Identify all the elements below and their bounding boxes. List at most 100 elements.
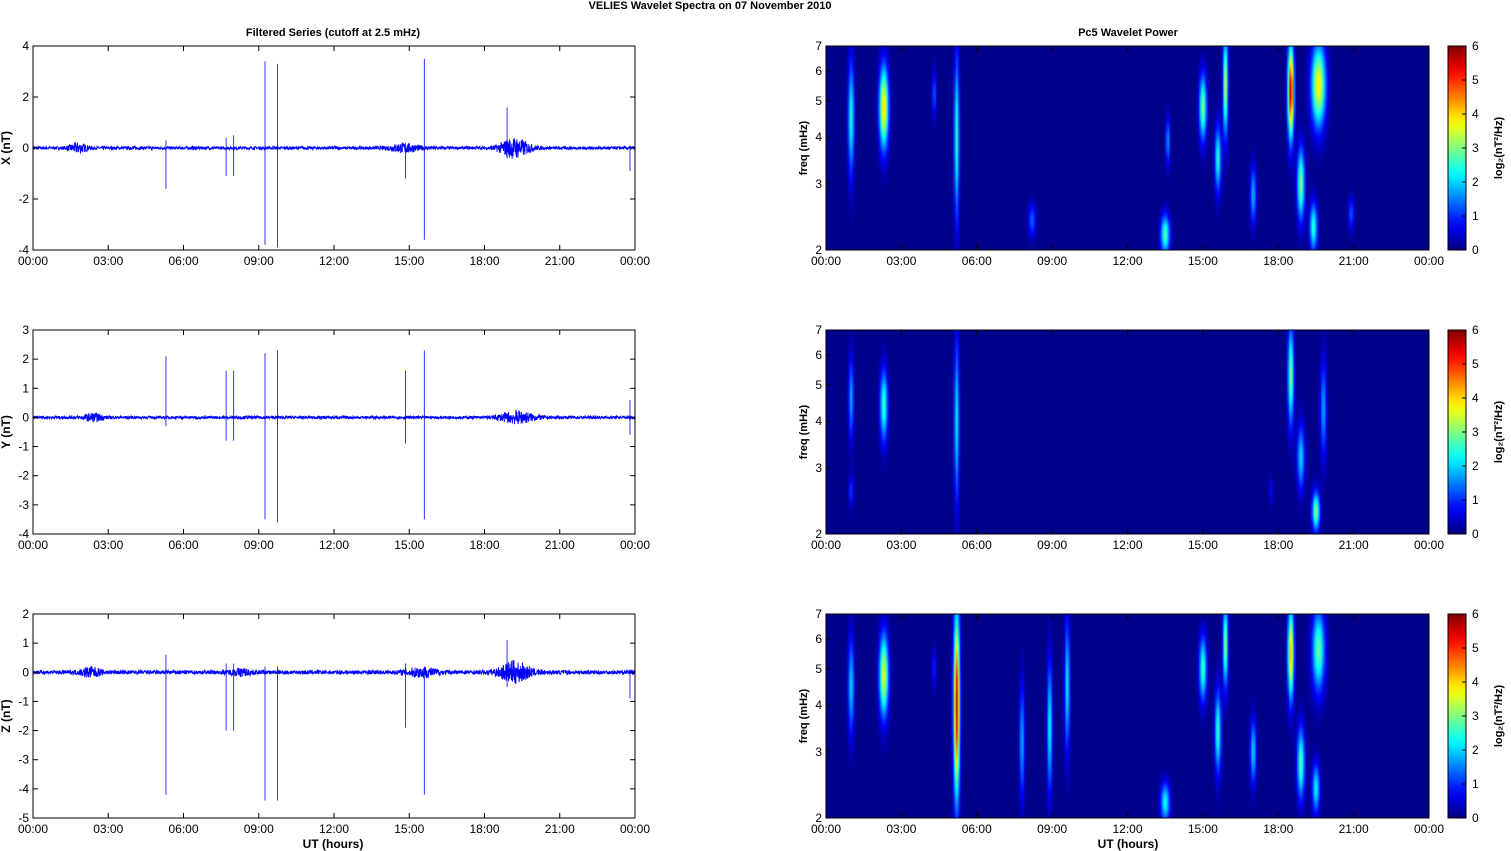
x-tick-label: 21:00 bbox=[1339, 538, 1369, 552]
x-tick-label: 00:00 bbox=[811, 254, 841, 268]
y-axis-label: freq (mHz) bbox=[798, 120, 810, 175]
x-tick-label: 06:00 bbox=[168, 254, 198, 268]
y-tick-label: -3 bbox=[18, 498, 29, 512]
series-panel-z: 210-1-2-3-4-500:00 03:00 06:00 09:00 12:00 15… bbox=[0, 607, 650, 836]
left-column-title: Filtered Series (cutoff at 2.5 mHz) bbox=[246, 27, 421, 39]
colorbar-tick-label: 6 bbox=[1472, 323, 1479, 337]
x-tick-label: 15:00 bbox=[1188, 822, 1218, 836]
colorbar: 6 5 4 3 2 1 0 log₂(nT²/Hz) bbox=[1447, 323, 1505, 541]
x-tick-label: 00:00 bbox=[18, 538, 48, 552]
x-tick-label: 15:00 bbox=[394, 538, 424, 552]
y-tick-label: 2 bbox=[22, 352, 29, 366]
freq-ticks: 7 6 5 4 3 2 bbox=[815, 323, 831, 541]
x-tick-label: 21:00 bbox=[1339, 822, 1369, 836]
y-tick-label: 0 bbox=[22, 410, 29, 424]
colorbar-tick-label: 1 bbox=[1472, 777, 1479, 791]
x-tick-label: 00:00 bbox=[1414, 538, 1444, 552]
x-tick-label: 09:00 bbox=[1037, 822, 1067, 836]
y-tick-label: 2 bbox=[22, 607, 29, 621]
plot-area bbox=[33, 614, 635, 818]
wavelet-x-ticks: 00:00 03:00 06:00 09:00 12:00 15:00 18:00 21:00… bbox=[811, 614, 1444, 836]
x-tick-label: 21:00 bbox=[545, 254, 575, 268]
colorbar-tick-label: 0 bbox=[1472, 243, 1479, 257]
x-tick-label: 12:00 bbox=[1112, 822, 1142, 836]
colorbar-tick-label: 0 bbox=[1472, 811, 1479, 825]
y-tick-label: 4 bbox=[815, 130, 822, 144]
series-x-ticks: 00:00 03:00 06:00 09:00 12:00 15:00 18:00 21:00… bbox=[18, 46, 650, 268]
x-tick-label: 09:00 bbox=[1037, 538, 1067, 552]
colorbar-tick-label: 6 bbox=[1472, 39, 1479, 53]
colorbar-tick-label: 6 bbox=[1472, 607, 1479, 621]
series-trace bbox=[32, 660, 636, 684]
colorbar-tick-label: 3 bbox=[1472, 709, 1479, 723]
x-tick-label: 03:00 bbox=[93, 538, 123, 552]
freq-ticks: 7 6 5 4 3 2 bbox=[815, 607, 831, 825]
series-trace bbox=[32, 409, 636, 425]
y-tick-label: 2 bbox=[22, 90, 29, 104]
series-trace bbox=[32, 137, 636, 159]
y-tick-label: 2 bbox=[815, 811, 822, 825]
y-tick-label: 0 bbox=[22, 665, 29, 679]
y-axis-label: freq (mHz) bbox=[798, 404, 810, 459]
x-tick-label: 00:00 bbox=[18, 822, 48, 836]
y-tick-label: 6 bbox=[815, 632, 822, 646]
y-tick-label: -2 bbox=[18, 469, 29, 483]
wavelet-power-map bbox=[826, 46, 1429, 250]
x-tick-label: 21:00 bbox=[545, 538, 575, 552]
y-tick-label: 3 bbox=[22, 323, 29, 337]
x-tick-label: 03:00 bbox=[886, 538, 916, 552]
x-tick-label: 06:00 bbox=[168, 538, 198, 552]
colorbar-tick-label: 5 bbox=[1472, 641, 1479, 655]
y-ticks: 4 2 0 -2 -4 bbox=[18, 39, 635, 257]
colorbar-label: log₂(nT²/Hz) bbox=[1493, 117, 1505, 180]
y-ticks: 2 1 0 -1 -2 -3 -4 -5 bbox=[18, 607, 635, 825]
y-tick-label: 5 bbox=[815, 94, 822, 108]
right-x-axis-label: UT (hours) bbox=[1098, 837, 1159, 851]
x-tick-label: 09:00 bbox=[244, 254, 274, 268]
y-tick-label: -4 bbox=[18, 243, 29, 257]
series-panel-x: 420-2-400:00 03:00 06:00 09:00 12:00 15:00 18:… bbox=[0, 39, 650, 268]
x-tick-label: 18:00 bbox=[469, 822, 499, 836]
x-tick-label: 03:00 bbox=[886, 822, 916, 836]
y-axis-label: X (nT) bbox=[0, 131, 13, 165]
wavelet-power-map bbox=[826, 614, 1429, 818]
colorbar-tick-label: 5 bbox=[1472, 73, 1479, 87]
x-tick-label: 06:00 bbox=[962, 538, 992, 552]
colorbar-tick-label: 2 bbox=[1472, 175, 1479, 189]
y-tick-label: 3 bbox=[815, 461, 822, 475]
x-tick-label: 09:00 bbox=[244, 822, 274, 836]
colorbar-tick-label: 5 bbox=[1472, 357, 1479, 371]
colorbar-tick-label: 1 bbox=[1472, 209, 1479, 223]
y-tick-label: 6 bbox=[815, 64, 822, 78]
y-tick-label: 2 bbox=[815, 243, 822, 257]
x-tick-label: 12:00 bbox=[319, 822, 349, 836]
y-tick-label: 4 bbox=[22, 39, 29, 53]
x-tick-label: 18:00 bbox=[469, 538, 499, 552]
y-axis-label: Y (nT) bbox=[0, 415, 13, 449]
x-tick-label: 15:00 bbox=[394, 822, 424, 836]
y-tick-label: 7 bbox=[815, 323, 822, 337]
y-tick-label: -1 bbox=[18, 440, 29, 454]
y-axis-label: Z (nT) bbox=[0, 699, 13, 732]
y-tick-label: 6 bbox=[815, 348, 822, 362]
x-tick-label: 00:00 bbox=[620, 538, 650, 552]
colorbar-tick-label: 4 bbox=[1472, 675, 1479, 689]
figure-title: VELIES Wavelet Spectra on 07 November 20… bbox=[589, 0, 832, 12]
x-tick-label: 12:00 bbox=[1112, 254, 1142, 268]
x-tick-label: 03:00 bbox=[93, 254, 123, 268]
wavelet-x-ticks: 00:00 03:00 06:00 09:00 12:00 15:00 18:00 21:00… bbox=[811, 330, 1444, 552]
series-x-ticks: 00:00 03:00 06:00 09:00 12:00 15:00 18:00 21:00… bbox=[18, 614, 650, 836]
y-tick-label: -4 bbox=[18, 782, 29, 796]
colorbar-tick-label: 0 bbox=[1472, 527, 1479, 541]
wavelet-power-map bbox=[826, 330, 1429, 534]
y-tick-label: 3 bbox=[815, 177, 822, 191]
x-tick-label: 00:00 bbox=[1414, 822, 1444, 836]
x-tick-label: 03:00 bbox=[886, 254, 916, 268]
y-tick-label: -2 bbox=[18, 724, 29, 738]
y-tick-label: 7 bbox=[815, 607, 822, 621]
x-tick-label: 00:00 bbox=[811, 822, 841, 836]
colorbar: 6 5 4 3 2 1 0 log₂(nT²/Hz) bbox=[1447, 39, 1505, 257]
